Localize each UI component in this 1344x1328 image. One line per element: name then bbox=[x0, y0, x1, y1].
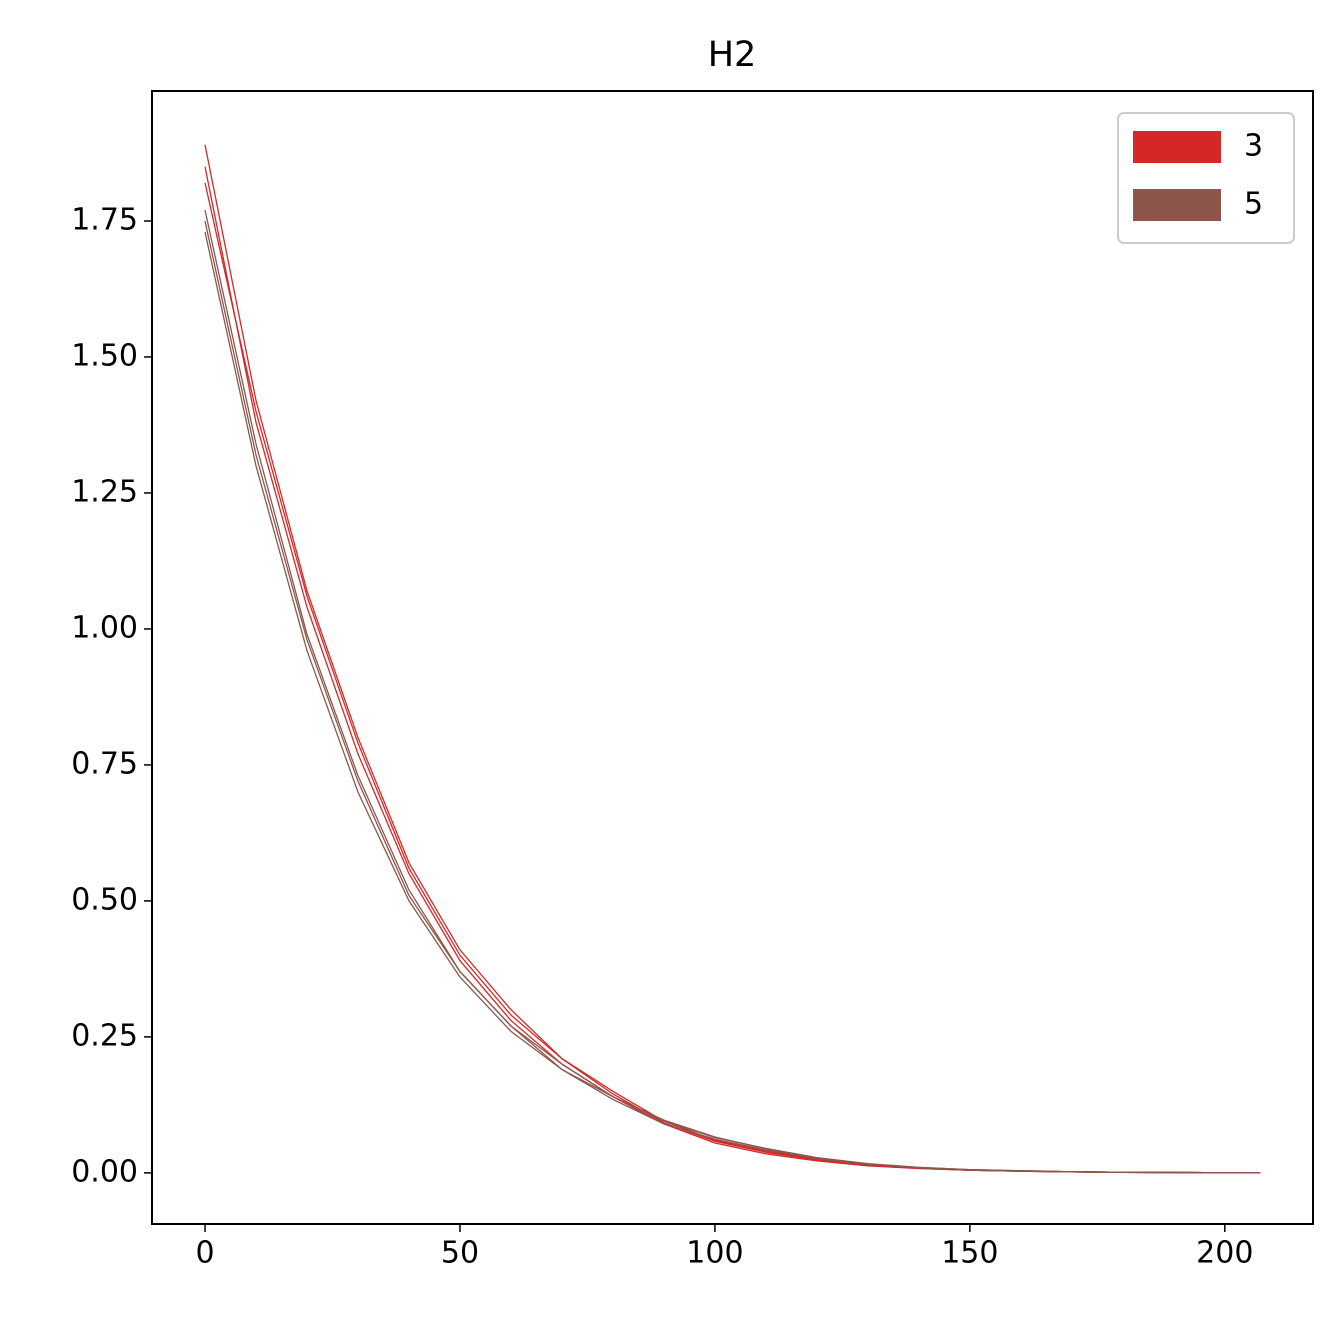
legend-swatch bbox=[1133, 131, 1221, 163]
y-tick-label: 0.00 bbox=[71, 1154, 138, 1189]
y-tick-label: 1.50 bbox=[71, 338, 138, 373]
x-tick-label: 100 bbox=[686, 1236, 743, 1271]
legend-label: 5 bbox=[1244, 187, 1263, 222]
y-tick-label: 0.75 bbox=[71, 746, 138, 781]
legend-swatch bbox=[1133, 189, 1221, 221]
plot-frame bbox=[151, 90, 1314, 1225]
x-tick-label: 50 bbox=[441, 1236, 479, 1271]
legend-label: 3 bbox=[1244, 129, 1263, 164]
y-tick-label: 0.25 bbox=[71, 1018, 138, 1053]
y-tick-label: 0.50 bbox=[71, 882, 138, 917]
data-line bbox=[204, 220, 1261, 1174]
y-tick-label: 1.75 bbox=[71, 202, 138, 237]
x-tick-label: 200 bbox=[1196, 1236, 1253, 1271]
y-tick-label: 1.25 bbox=[71, 474, 138, 509]
y-tick-label: 1.00 bbox=[71, 610, 138, 645]
x-tick-label: 0 bbox=[195, 1236, 214, 1271]
chart-title: H2 bbox=[708, 35, 757, 75]
x-tick-label: 150 bbox=[941, 1236, 998, 1271]
